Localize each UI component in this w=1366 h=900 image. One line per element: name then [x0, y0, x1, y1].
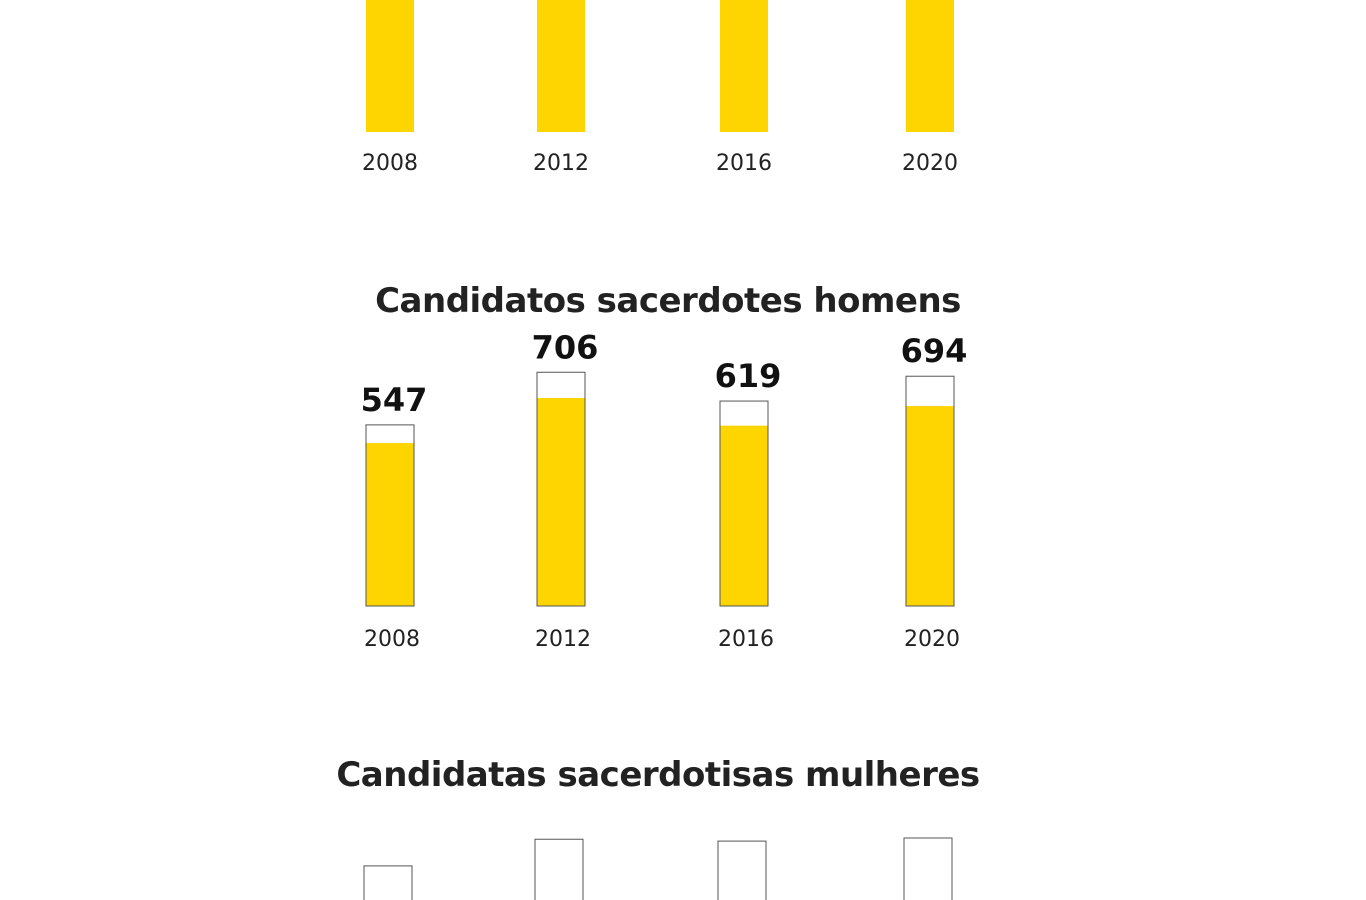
bar-top-2020 — [906, 0, 954, 132]
year-label-top-2008: 2008 — [362, 151, 418, 176]
bar-top-2012 — [537, 0, 585, 132]
chart-candidatos-homens: 547 2008 706 2012 619 2016 694 2020 — [361, 328, 968, 652]
value-label-2012: 706 — [532, 328, 599, 366]
chart-candidatas-mulheres — [363, 837, 953, 900]
year-label-2008: 2008 — [364, 627, 420, 652]
bar-top-2008 — [366, 0, 414, 132]
year-label-top-2012: 2012 — [533, 151, 589, 176]
bar-fill-2016 — [720, 425, 768, 606]
year-label-2020: 2020 — [904, 627, 960, 652]
bar-fill-2008 — [366, 443, 414, 606]
chart-title-mulheres: Candidatas sacerdotisas mulheres — [336, 755, 979, 795]
year-label-top-2020: 2020 — [902, 151, 958, 176]
value-label-2016: 619 — [715, 357, 782, 395]
bar-fill-2012 — [537, 397, 585, 606]
bar-bottom-2016 — [717, 840, 767, 900]
chart-title-homens: Candidatos sacerdotes homens — [375, 281, 961, 321]
bar-bottom-2020 — [903, 837, 953, 900]
bar-fill-2020 — [906, 406, 954, 606]
bar-bottom-2008 — [363, 865, 413, 900]
value-label-2008: 547 — [361, 381, 428, 419]
chart-top-cropped: 2008 2012 2016 2020 — [362, 0, 958, 176]
value-label-2020: 694 — [901, 332, 968, 370]
year-label-2016: 2016 — [718, 627, 774, 652]
bar-top-2016 — [720, 0, 768, 132]
bar-bottom-2012 — [534, 838, 584, 900]
year-label-top-2016: 2016 — [716, 151, 772, 176]
year-label-2012: 2012 — [535, 627, 591, 652]
